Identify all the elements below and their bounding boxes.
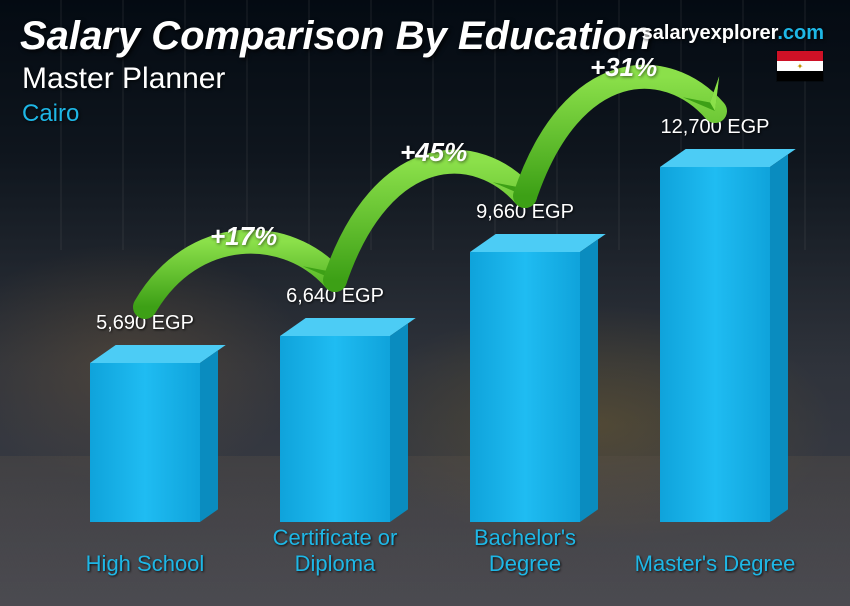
bar-category-label: Master's Degree — [625, 551, 805, 576]
bar-chart: High School5,690 EGPCertificate or Diplo… — [30, 62, 800, 572]
bar-category-label: Bachelor's Degree — [435, 525, 615, 576]
bar-side-face — [200, 350, 218, 522]
bar-side-face — [390, 323, 408, 522]
increase-pct-label: +17% — [210, 221, 277, 252]
bar-front-face — [90, 363, 200, 522]
bar-category-label: High School — [55, 551, 235, 576]
increase-pct-label: +31% — [590, 52, 657, 83]
bar-front-face — [280, 336, 390, 522]
bar-side-face — [580, 239, 598, 522]
bar-3d — [90, 363, 200, 522]
increase-arrow: +31% — [505, 16, 755, 226]
increase-pct-label: +45% — [400, 137, 467, 168]
brand-suffix: .com — [777, 22, 824, 44]
flag-stripe-red — [777, 51, 823, 61]
bar-side-face — [770, 154, 788, 522]
arrow-svg — [505, 16, 755, 226]
bar-category-label: Certificate or Diploma — [245, 525, 425, 576]
bar-3d — [280, 336, 390, 522]
